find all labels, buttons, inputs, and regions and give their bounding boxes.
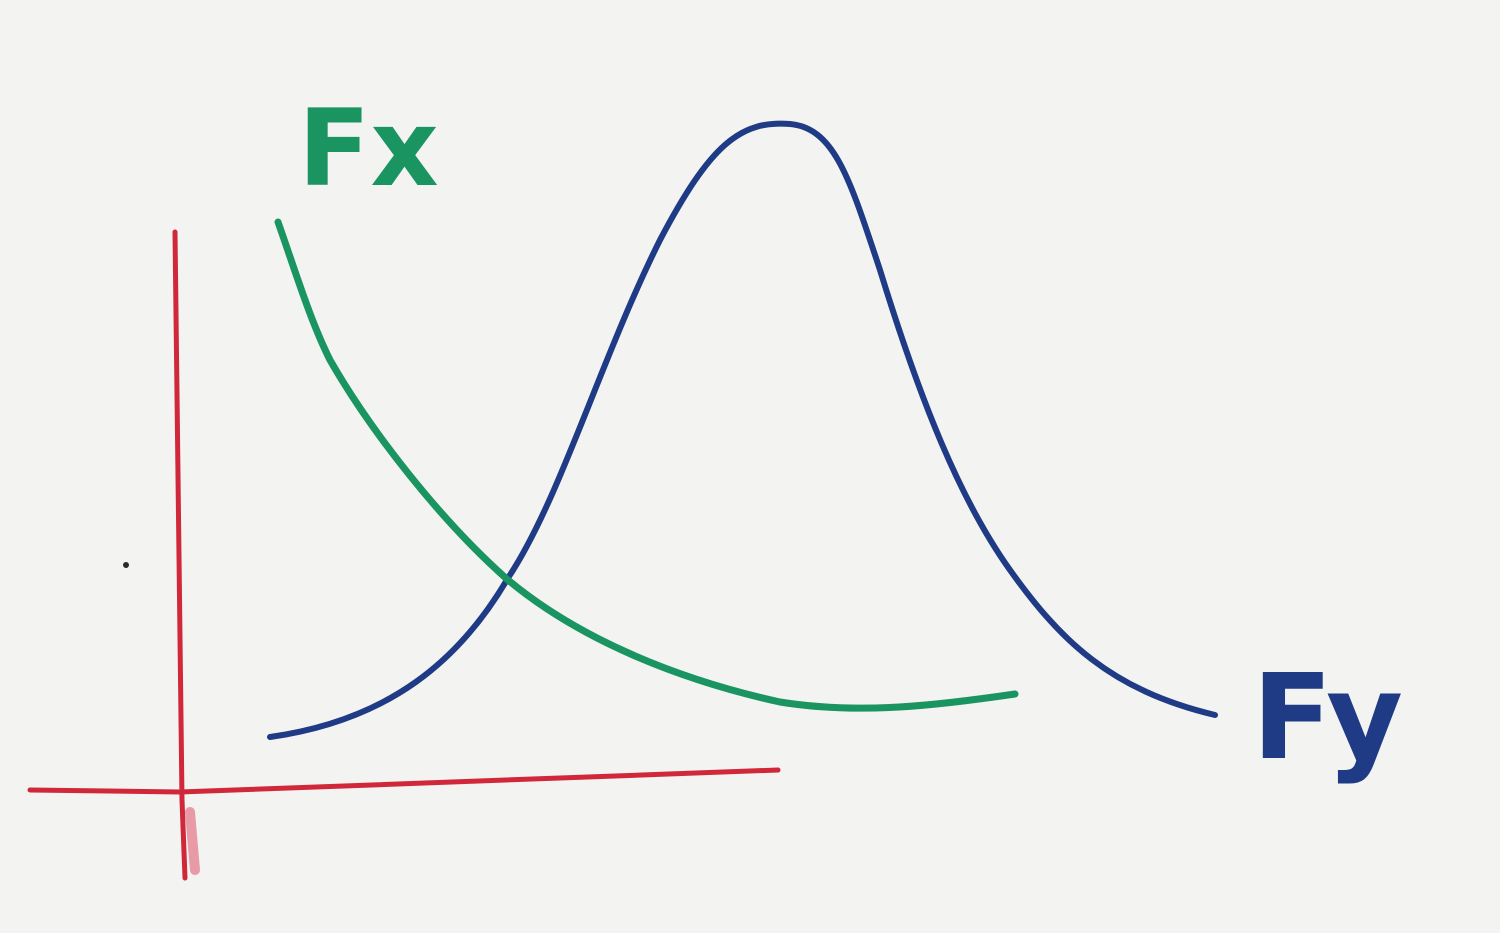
x-axis: [27, 767, 781, 795]
fx-label: Fx: [298, 87, 439, 210]
y-axis-stub: [185, 807, 200, 875]
fy-label: Fy: [1252, 648, 1403, 786]
y-axis: [172, 229, 188, 881]
stray-dot: [123, 562, 129, 568]
fx-curve: [274, 218, 1019, 712]
axes: [27, 229, 781, 881]
